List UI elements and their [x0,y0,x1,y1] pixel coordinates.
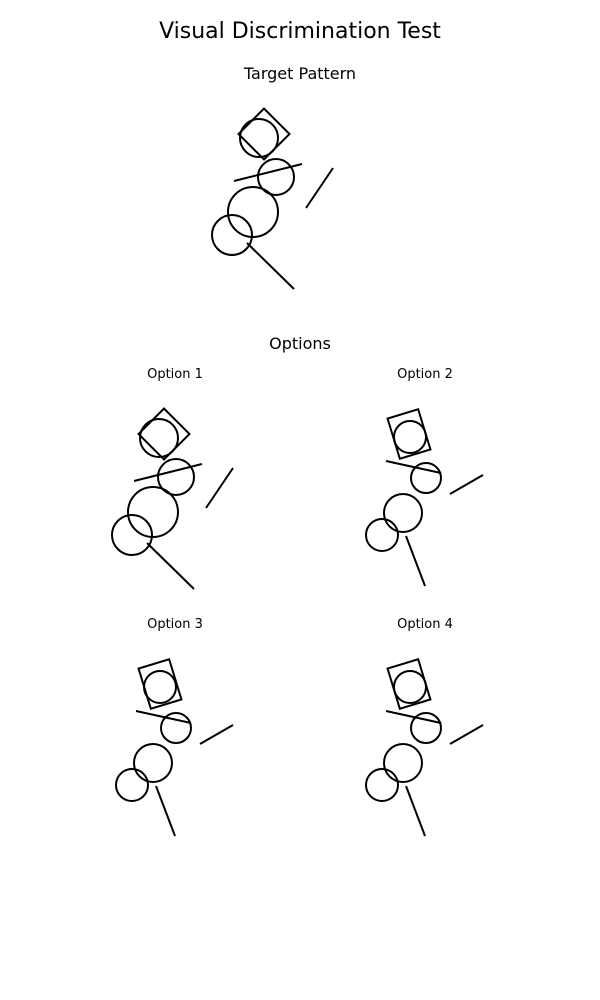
option-2-large-circle [383,493,423,533]
target-pattern-heading: Target Pattern [243,64,357,83]
option-1-tail-line [146,542,195,590]
option-4-side-line [449,724,484,745]
target-top-circle [239,118,279,158]
option-2-tail-line [405,535,426,587]
target-pattern [211,107,334,290]
option-4-large-circle [383,743,423,783]
option-1-bottom-circle [111,514,153,556]
option-3-bottom-circle [115,768,149,802]
option-3-large-circle [133,743,173,783]
option-3-pattern[interactable] [115,657,234,837]
target-bottom-circle [211,214,253,256]
option-2-middle-small-circle [410,462,442,494]
option-4-pattern[interactable] [365,657,484,837]
options-heading: Options [269,334,331,353]
target-middle-small-circle [257,158,295,196]
option-4-tail-line [405,785,426,837]
option-2-top-circle [393,420,427,454]
option-1-middle-small-circle [157,458,195,496]
option-1-side-line [205,467,234,509]
option-1-large-circle [127,486,179,538]
option-1-top-circle [139,418,179,458]
option-1-label: Option 1 [147,367,203,382]
option-4-top-circle [393,670,427,704]
option-2-cross-line [385,460,442,474]
option-3-side-line [199,724,234,745]
option-2-bottom-circle [365,518,399,552]
option-2-pattern[interactable] [365,407,484,587]
option-3-middle-small-circle [160,712,192,744]
option-4-cross-line [385,710,442,724]
target-side-line [305,167,334,209]
target-large-circle [227,186,279,238]
option-4-bottom-circle [365,768,399,802]
option-3-label: Option 3 [147,617,203,632]
option-4-label: Option 4 [397,617,453,632]
page-title: Visual Discrimination Test [159,19,441,44]
option-4-middle-small-circle [410,712,442,744]
option-2-label: Option 2 [397,367,453,382]
option-1-pattern[interactable] [111,407,234,590]
target-tail-line [246,242,295,290]
option-2-side-line [449,474,484,495]
option-3-top-circle [143,670,177,704]
option-3-tail-line [155,785,176,837]
option-3-cross-line [135,710,192,724]
